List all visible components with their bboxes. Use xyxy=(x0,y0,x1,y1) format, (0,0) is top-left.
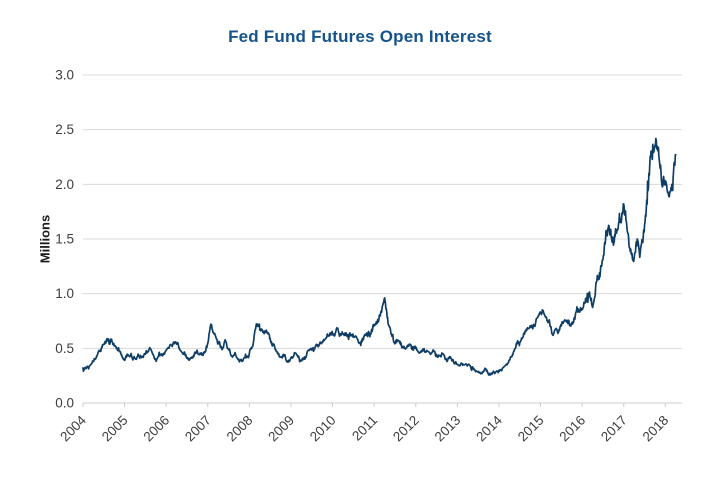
y-tick-label: 1.0 xyxy=(55,286,74,301)
x-tick-label: 2018 xyxy=(640,413,672,445)
x-tick-label: 2011 xyxy=(349,413,380,444)
y-tick-label: 2.0 xyxy=(55,177,74,192)
x-tick-label: 2007 xyxy=(182,413,214,445)
x-tick-label: 2010 xyxy=(307,413,339,445)
x-tick-label: 2015 xyxy=(515,413,547,445)
y-tick-label: 0.0 xyxy=(55,396,74,411)
x-tick-label: 2009 xyxy=(265,413,297,445)
gridlines xyxy=(83,74,682,404)
x-axis: 2004 2005 2006 2007 2008 2009 2010 2011 2012 2013… xyxy=(57,403,671,444)
y-tick-label: 2.5 xyxy=(55,122,74,137)
y-axis: 0.0 0.5 1.0 1.5 2.0 2.5 3.0 xyxy=(55,68,74,411)
chart-title: Fed Fund Futures Open Interest xyxy=(228,27,492,46)
x-tick-label: 2012 xyxy=(390,413,422,445)
x-tick-label: 2004 xyxy=(57,412,89,444)
x-tick-label: 2016 xyxy=(556,413,588,445)
x-tick-label: 2017 xyxy=(598,413,630,445)
y-tick-label: 1.5 xyxy=(55,232,74,247)
x-tick-label: 2008 xyxy=(224,413,256,445)
y-tick-label: 3.0 xyxy=(55,68,74,83)
y-tick-label: 0.5 xyxy=(55,341,74,356)
data-line-series xyxy=(82,137,677,376)
x-tick-label: 2005 xyxy=(99,413,131,445)
x-tick-label: 2013 xyxy=(432,413,464,445)
x-tick-label: 2006 xyxy=(140,413,172,445)
x-tick-label: 2014 xyxy=(473,412,505,444)
